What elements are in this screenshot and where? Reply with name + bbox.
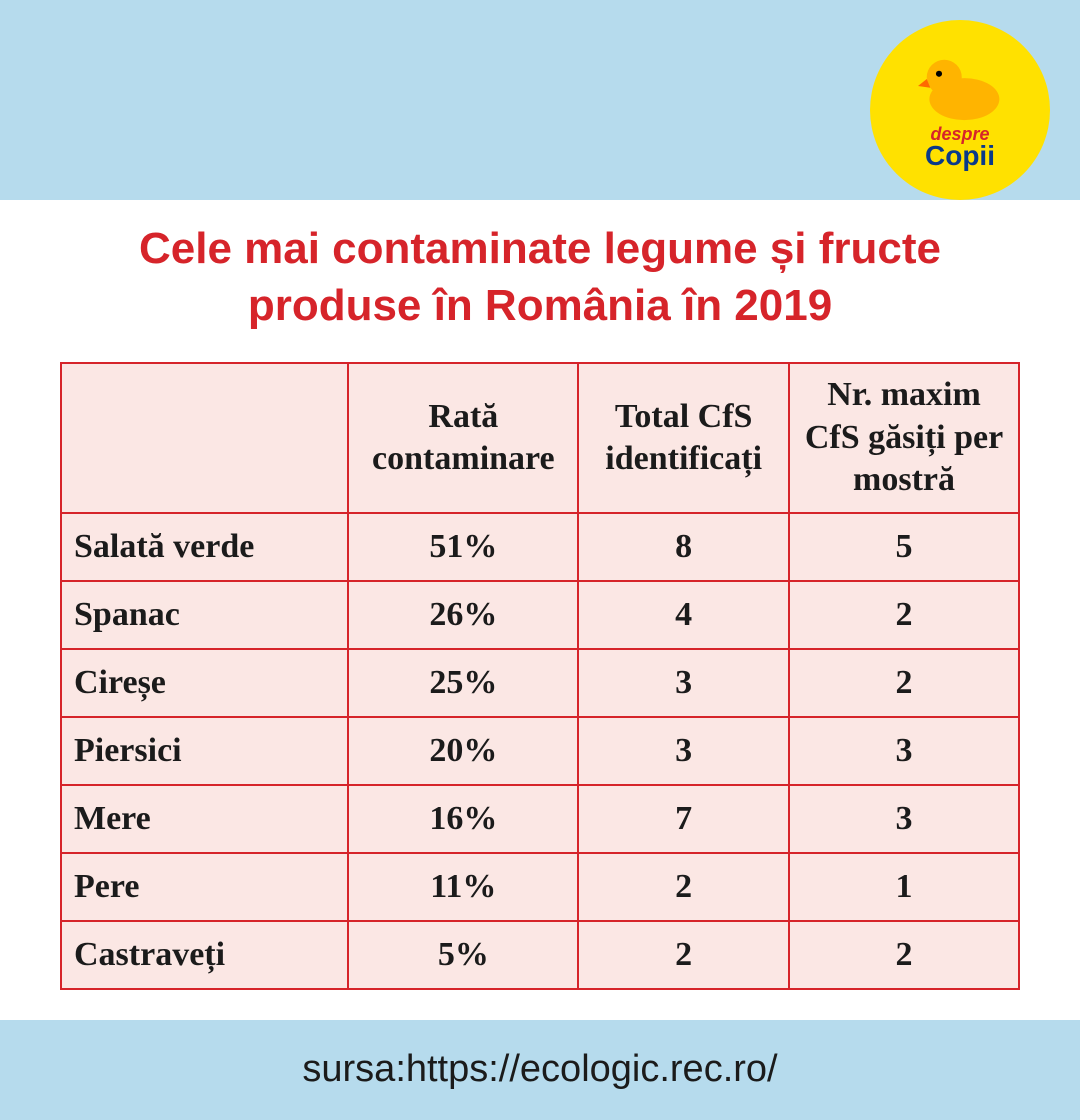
table-cell: 51% (348, 513, 578, 581)
table-row: Cireșe25%32 (61, 649, 1019, 717)
table-cell: Pere (61, 853, 348, 921)
col-header-2: Total CfS identificați (578, 363, 789, 513)
contamination-table: Rată contaminare Total CfS identificați … (60, 362, 1020, 990)
logo-badge: despre Copii (870, 20, 1050, 200)
table-row: Spanac26%42 (61, 581, 1019, 649)
table-cell: Castraveți (61, 921, 348, 989)
table-cell: 2 (578, 921, 789, 989)
table-cell: 3 (789, 717, 1019, 785)
table-cell: 25% (348, 649, 578, 717)
table-cell: Spanac (61, 581, 348, 649)
table-cell: 2 (789, 581, 1019, 649)
col-header-0 (61, 363, 348, 513)
table-cell: 1 (789, 853, 1019, 921)
header-band: despre Copii (0, 0, 1080, 200)
table-cell: 20% (348, 717, 578, 785)
table-cell: 7 (578, 785, 789, 853)
table-cell: Mere (61, 785, 348, 853)
page-title: Cele mai contaminate legume și fructe pr… (60, 220, 1020, 334)
table-cell: 3 (578, 717, 789, 785)
table-row: Mere16%73 (61, 785, 1019, 853)
col-header-3: Nr. maxim CfS găsiți per mostră (789, 363, 1019, 513)
source-text: sursa:https://ecologic.rec.ro/ (302, 1048, 777, 1091)
table-cell: 2 (789, 921, 1019, 989)
table-cell: Piersici (61, 717, 348, 785)
table-header-row: Rată contaminare Total CfS identificați … (61, 363, 1019, 513)
table-row: Pere11%21 (61, 853, 1019, 921)
table-cell: 26% (348, 581, 578, 649)
table-cell: Cireșe (61, 649, 348, 717)
table-row: Castraveți5%22 (61, 921, 1019, 989)
table-cell: 5 (789, 513, 1019, 581)
table-cell: Salată verde (61, 513, 348, 581)
table-body: Salată verde51%85Spanac26%42Cireșe25%32P… (61, 513, 1019, 989)
table-cell: 2 (578, 853, 789, 921)
table-row: Salată verde51%85 (61, 513, 1019, 581)
table-cell: 2 (789, 649, 1019, 717)
table-cell: 8 (578, 513, 789, 581)
footer-band: sursa:https://ecologic.rec.ro/ (0, 1020, 1080, 1120)
table-cell: 4 (578, 581, 789, 649)
table-cell: 16% (348, 785, 578, 853)
content-area: Cele mai contaminate legume și fructe pr… (0, 200, 1080, 1000)
table-row: Piersici20%33 (61, 717, 1019, 785)
table-cell: 3 (578, 649, 789, 717)
table-cell: 3 (789, 785, 1019, 853)
rubber-duck-icon (915, 51, 1005, 121)
logo-text-line2: Copii (925, 143, 995, 168)
col-header-1: Rată contaminare (348, 363, 578, 513)
table-cell: 11% (348, 853, 578, 921)
table-cell: 5% (348, 921, 578, 989)
